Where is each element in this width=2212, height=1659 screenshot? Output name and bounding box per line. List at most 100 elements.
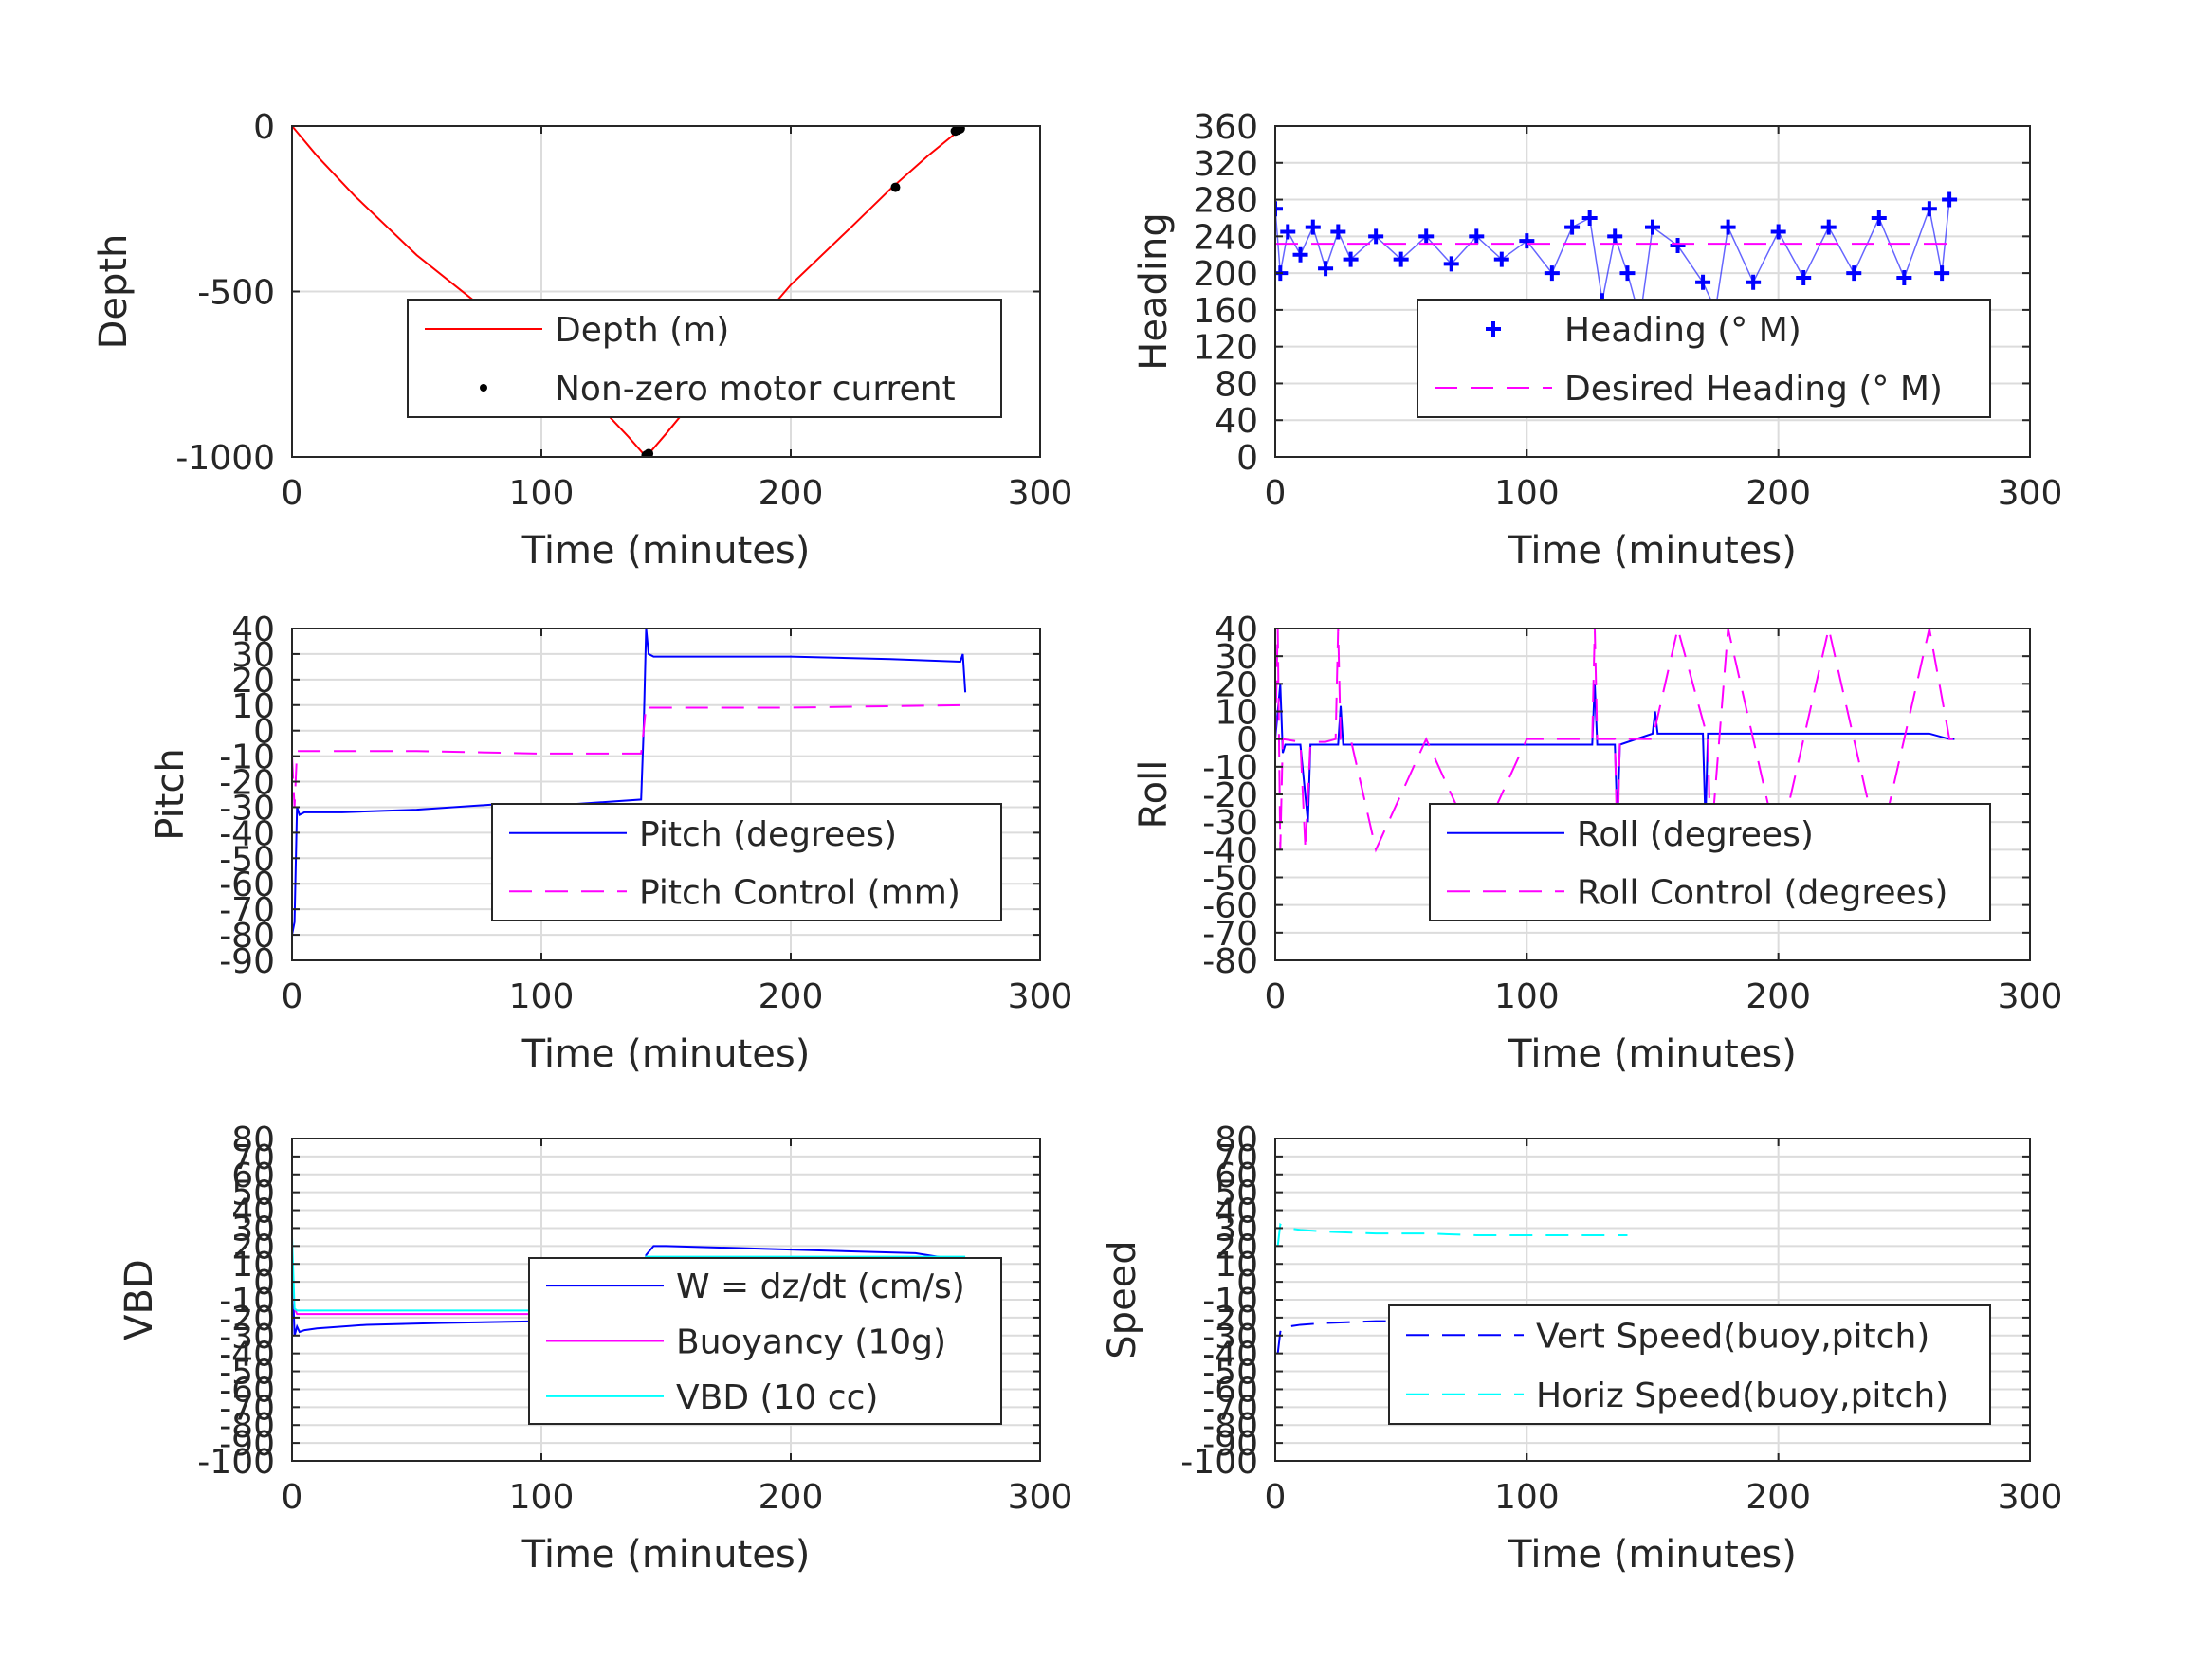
- y-tick-label: -10: [219, 1282, 275, 1321]
- y-tick-label: 0: [253, 713, 275, 752]
- y-tick-label: 40: [1215, 611, 1258, 649]
- x-tick-label: 300: [1008, 474, 1073, 513]
- y-tick-label: -60: [1202, 887, 1258, 926]
- x-tick-label: 300: [1998, 977, 2063, 1016]
- y-tick-label: -90: [219, 942, 275, 981]
- y-tick-label: 40: [1215, 1193, 1258, 1231]
- y-axis-label: Pitch: [149, 748, 192, 840]
- y-tick-label: -10: [1202, 1282, 1258, 1321]
- y-tick-label: -500: [197, 274, 275, 313]
- legend: Depth (m) Non-zero motor current: [407, 299, 1002, 418]
- y-tick-label: -10: [219, 738, 275, 777]
- y-tick-label: 30: [231, 1210, 275, 1249]
- y-tick-label: -30: [1202, 804, 1258, 843]
- legend: Heading (° M) Desired Heading (° M): [1417, 299, 1991, 418]
- y-tick-label: -90: [1202, 1425, 1258, 1464]
- legend-entry: Pitch Control (mm): [639, 873, 960, 912]
- legend-entry: Roll (degrees): [1577, 815, 1814, 854]
- y-tick-label: 20: [1215, 665, 1258, 704]
- series-non-zero-motor-current-point: [955, 126, 965, 134]
- y-tick-label: 70: [231, 1139, 275, 1177]
- y-tick-label: -60: [219, 1371, 275, 1410]
- x-tick-label: 0: [1265, 1478, 1287, 1517]
- legend-entry: Vert Speed(buoy,pitch): [1536, 1317, 1929, 1356]
- y-tick-label: 20: [1215, 1228, 1258, 1267]
- y-tick-label: 70: [1215, 1139, 1258, 1177]
- series-horiz-speed-buoy-pitch-line: [1276, 1222, 1628, 1247]
- y-tick-label: 200: [1193, 255, 1258, 294]
- y-tick-label: -90: [219, 1425, 275, 1464]
- x-axis-label: Time (minutes): [521, 529, 811, 573]
- y-tick-label: 120: [1193, 329, 1258, 368]
- y-tick-label: -100: [197, 1443, 275, 1482]
- y-tick-label: 320: [1193, 145, 1258, 184]
- y-tick-label: 10: [231, 687, 275, 726]
- y-tick-label: 50: [1215, 1175, 1258, 1213]
- y-tick-label: -60: [1202, 1371, 1258, 1410]
- series-heading-m-point: [1275, 201, 1283, 217]
- legend-box: [1388, 1304, 1991, 1425]
- x-tick-label: 200: [1746, 1478, 1811, 1517]
- legend-box: [491, 803, 1002, 921]
- y-tick-label: 30: [1215, 638, 1258, 677]
- vbd-panel: 0 100 200 30080706050403020100-10-20-30-40-…: [118, 1121, 1072, 1577]
- x-tick-label: 0: [282, 977, 303, 1016]
- y-tick-label: 0: [1236, 1264, 1258, 1303]
- series-group: [292, 126, 965, 457]
- legend: Vert Speed(buoy,pitch) Horiz Speed(buoy,p…: [1388, 1304, 1991, 1425]
- legend-swatch: [480, 384, 487, 392]
- axes-frame: [291, 628, 1041, 961]
- y-tick-label: 0: [1236, 721, 1258, 760]
- y-tick-label: -40: [1202, 831, 1258, 870]
- legend-entry: Desired Heading (° M): [1564, 370, 1943, 409]
- heading-panel: 0 100 200 30004080120160200240280320360Time…: [1132, 108, 2062, 573]
- x-tick-label: 100: [509, 474, 575, 513]
- x-tick-label: 300: [1998, 474, 2063, 513]
- y-axis-label: Heading: [1132, 212, 1176, 370]
- x-axis-label: Time (minutes): [521, 1032, 811, 1076]
- y-axis-label: VBD: [118, 1259, 161, 1340]
- y-tick-label: -50: [1202, 1354, 1258, 1393]
- x-tick-label: 0: [1265, 474, 1287, 513]
- x-tick-label: 200: [759, 474, 824, 513]
- y-tick-label: 0: [253, 108, 275, 147]
- y-tick-label: -80: [1202, 1407, 1258, 1446]
- legend: Roll (degrees) Roll Control (degrees): [1429, 803, 1991, 921]
- x-axis-label: Time (minutes): [521, 1533, 811, 1577]
- y-tick-label: 360: [1193, 108, 1258, 147]
- x-tick-label: 300: [1008, 977, 1073, 1016]
- y-tick-label: 10: [231, 1246, 275, 1285]
- x-tick-label: 100: [1494, 1478, 1560, 1517]
- y-tick-label: 80: [1215, 1121, 1258, 1159]
- speed-panel: 0 100 200 30080706050403020100-10-20-30-40-…: [1101, 1121, 2062, 1577]
- x-tick-label: 100: [509, 1478, 575, 1517]
- y-tick-label: -20: [219, 1300, 275, 1339]
- y-tick-label: 0: [253, 1264, 275, 1303]
- y-tick-label: 80: [231, 1121, 275, 1159]
- x-tick-label: 100: [1494, 474, 1560, 513]
- axes-frame: [1274, 125, 2031, 458]
- series-non-zero-motor-current-point: [890, 182, 901, 192]
- series-pitch-control-mm-line: [292, 702, 966, 808]
- y-tick-label: -20: [1202, 1300, 1258, 1339]
- series-group: [1276, 1222, 1628, 1354]
- pitch-panel: 0 100 200 300403020100-10-20-30-40-50-60-70…: [149, 611, 1072, 1076]
- y-tick-label: -30: [219, 789, 275, 828]
- x-tick-label: 0: [282, 474, 303, 513]
- y-tick-label: -100: [1180, 1443, 1258, 1482]
- y-tick-label: 30: [1215, 1210, 1258, 1249]
- y-axis-label: Speed: [1101, 1240, 1144, 1358]
- x-tick-label: 0: [1265, 977, 1287, 1016]
- x-axis-label: Time (minutes): [1508, 1533, 1797, 1577]
- legend: W = dz/dt (cm/s) Buoyancy (10g) VBD (10 cc…: [528, 1257, 1002, 1425]
- y-tick-label: -70: [219, 1389, 275, 1428]
- y-tick-label: 240: [1193, 218, 1258, 257]
- legend-box: [407, 299, 1002, 418]
- y-tick-label: 0: [1236, 439, 1258, 478]
- y-tick-label: 160: [1193, 292, 1258, 331]
- series-group: [292, 629, 967, 936]
- x-axis-label: Time (minutes): [1508, 529, 1797, 573]
- x-axis-label: Time (minutes): [1508, 1032, 1797, 1076]
- series-roll-control-degrees-line: [1275, 629, 1955, 853]
- y-tick-label: -60: [219, 866, 275, 904]
